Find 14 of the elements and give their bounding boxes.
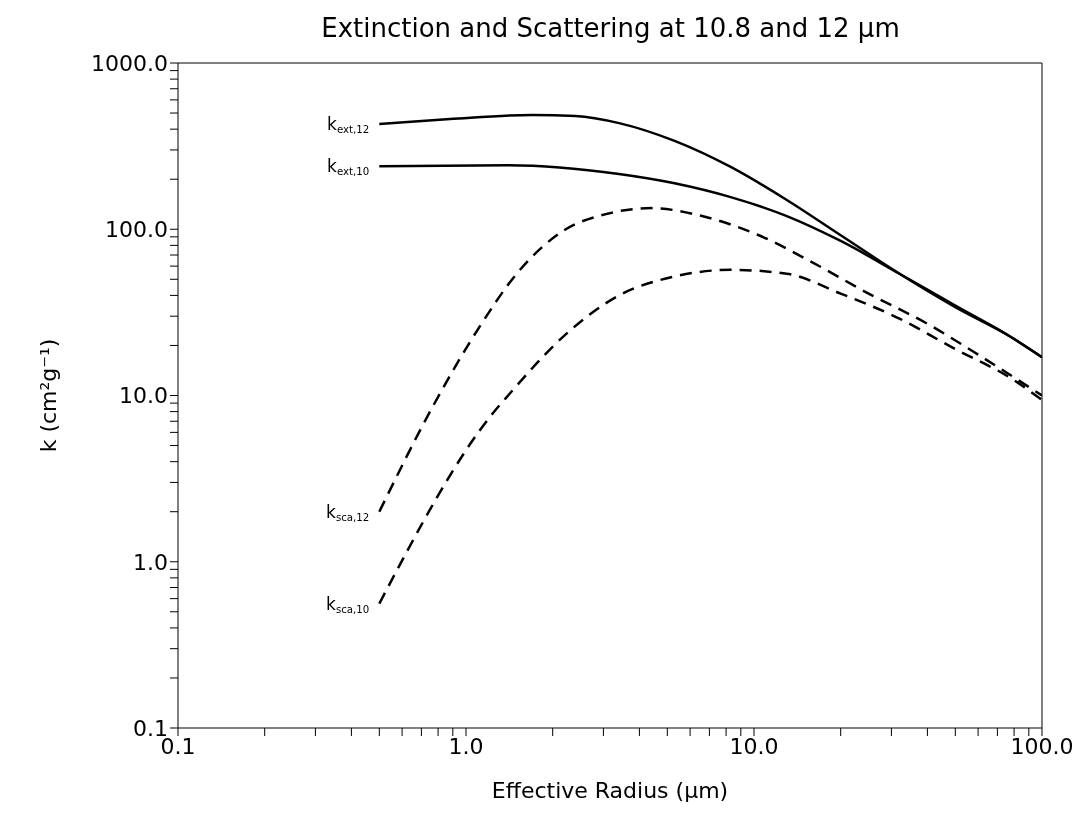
y-axis-title: k (cm²g⁻¹) [35, 338, 61, 453]
y-tick-label: 100.0 [105, 217, 168, 243]
series-label: k$_{sca,12}$ [326, 501, 370, 523]
series-label: k$_{ext,10}$ [327, 156, 370, 178]
x-tick-label: 100.0 [1010, 733, 1074, 759]
y-tick-label: 10.0 [119, 383, 168, 409]
x-axis-title: Effective Radius (μm) [491, 778, 729, 803]
series-label: k$_{ext,12}$ [327, 113, 370, 135]
chart-title: Extinction and Scattering at 10.8 and 12 μm [320, 12, 901, 45]
y-tick-label: 1.0 [133, 549, 168, 575]
x-tick-label: 10.0 [729, 733, 779, 759]
x-tick-label: 1.0 [448, 733, 484, 759]
series-label: k$_{sca,10}$ [326, 593, 370, 615]
y-tick-label: 1000.0 [91, 50, 168, 76]
